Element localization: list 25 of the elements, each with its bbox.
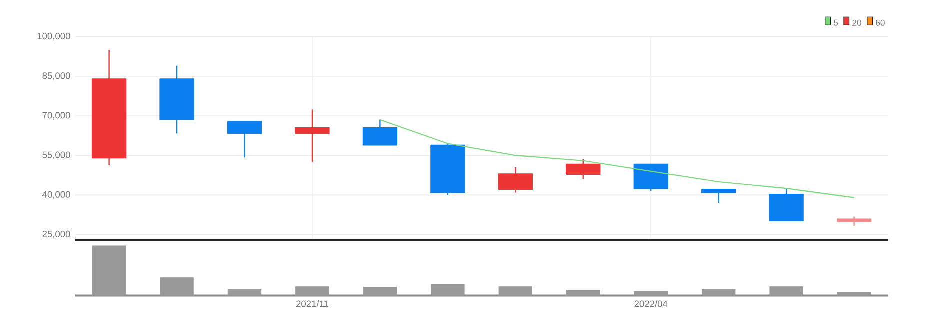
bar	[363, 287, 398, 296]
bar	[92, 246, 126, 296]
legend-label: 20	[852, 20, 862, 26]
bar	[634, 292, 668, 296]
bar	[296, 286, 330, 296]
bar	[498, 286, 533, 296]
y-tick-label: 85,000	[42, 72, 70, 80]
y-tick-label: 40,000	[42, 192, 70, 200]
bar	[160, 278, 194, 296]
y-tick-label: 70,000	[42, 112, 70, 120]
line-series	[380, 120, 855, 199]
bar	[431, 284, 465, 296]
legend-label: 60	[876, 20, 885, 26]
bar	[837, 292, 872, 296]
bar	[702, 290, 736, 296]
y-tick-label: 55,000	[42, 152, 70, 160]
bar	[566, 290, 600, 296]
legend-label: 5	[834, 20, 838, 26]
bar	[228, 290, 262, 296]
x-tick-label: 2022/04	[634, 300, 668, 308]
bar	[770, 286, 804, 296]
candlestick	[295, 109, 330, 163]
x-tick-label: 2021/11	[296, 300, 328, 308]
y-tick-label: 25,000	[42, 231, 70, 239]
y-tick-label: 100,000	[38, 33, 70, 41]
